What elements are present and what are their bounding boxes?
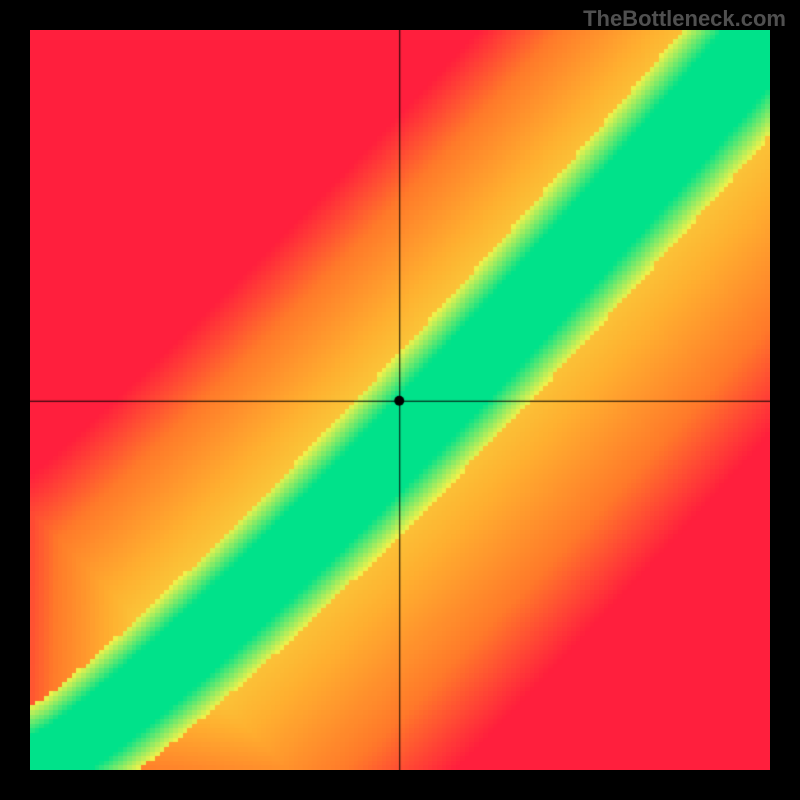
bottleneck-heatmap: [30, 30, 770, 770]
chart-frame: TheBottleneck.com: [0, 0, 800, 800]
watermark-text: TheBottleneck.com: [583, 6, 786, 32]
